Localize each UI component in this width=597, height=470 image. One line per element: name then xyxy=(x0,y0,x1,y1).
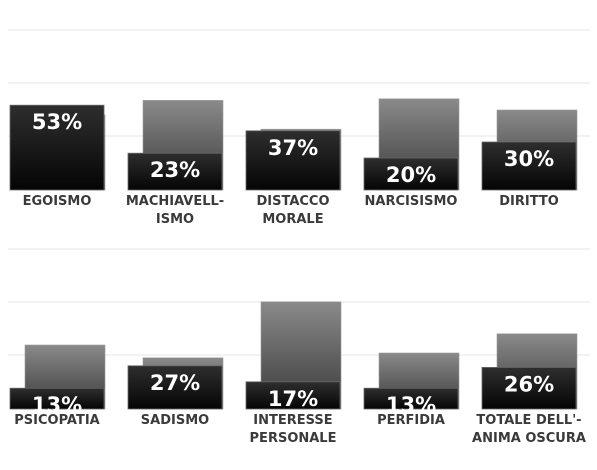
value-bar xyxy=(363,387,459,410)
category-label: ANIMA OSCURA xyxy=(472,431,586,446)
value-label: 27% xyxy=(150,371,200,395)
category-label: INTERESSE xyxy=(253,413,332,428)
value-bar xyxy=(363,157,459,191)
category-label: MORALE xyxy=(262,212,323,227)
value-bar xyxy=(9,104,105,191)
value-label: 23% xyxy=(150,158,200,182)
bars xyxy=(9,98,578,410)
value-label: 20% xyxy=(386,163,436,187)
category-label: PSICOPATIA xyxy=(14,413,99,428)
value-bar xyxy=(245,381,341,410)
value-bar xyxy=(481,141,577,191)
value-label: 30% xyxy=(504,147,554,171)
category-label: PERFIDIA xyxy=(377,413,445,428)
category-label: DIRITTO xyxy=(499,194,559,209)
value-bar xyxy=(9,387,105,410)
value-label: 53% xyxy=(32,110,82,134)
category-label: EGOISMO xyxy=(23,194,92,209)
category-label: ISMO xyxy=(156,212,194,227)
value-label: 13% xyxy=(386,393,436,417)
category-label: PERSONALE xyxy=(250,431,337,446)
value-label: 13% xyxy=(32,393,82,417)
value-bar xyxy=(127,152,223,191)
category-label: SADISMO xyxy=(141,413,209,428)
category-label: DISTACCO xyxy=(256,194,329,209)
value-label: 37% xyxy=(268,136,318,160)
value-bar xyxy=(481,366,577,410)
value-bar xyxy=(245,130,341,191)
category-label: NARCISISMO xyxy=(365,194,458,209)
value-label: 17% xyxy=(268,387,318,411)
value-bar xyxy=(127,365,223,410)
category-label: TOTALE DELL'- xyxy=(476,413,581,428)
category-label: MACHIAVELL- xyxy=(126,194,224,209)
category-labels: 53% EGOISMO 23% MACHIAVELL- ISMO 37% DISTACCO M… xyxy=(14,110,586,446)
value-label: 26% xyxy=(504,372,554,396)
